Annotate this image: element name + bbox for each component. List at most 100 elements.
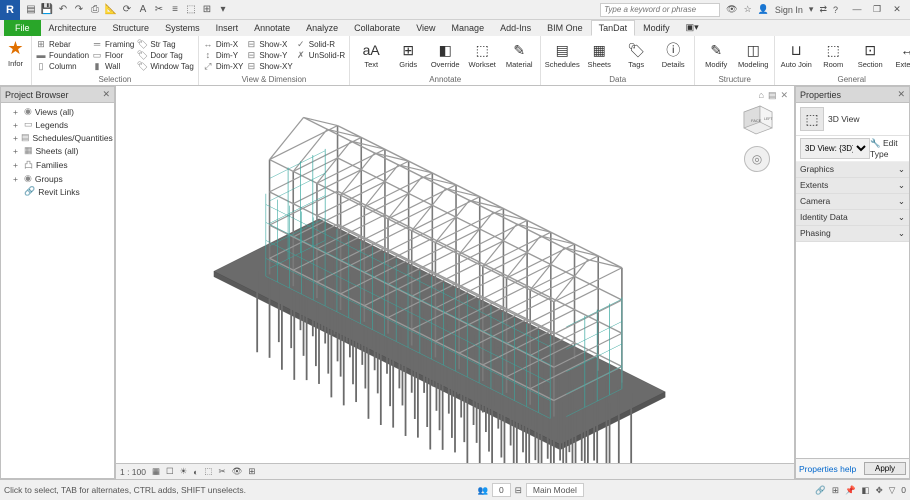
signin-label[interactable]: Sign In — [775, 5, 803, 15]
tab-tandat[interactable]: TanDat — [591, 20, 636, 36]
tab-analyze[interactable]: Analyze — [298, 20, 346, 36]
model-selector[interactable]: Main Model — [526, 483, 584, 497]
schedules-button[interactable]: ▤Schedules — [545, 38, 579, 69]
star-icon[interactable]: ☆ — [744, 4, 752, 15]
scale-label[interactable]: 1 : 100 — [120, 467, 146, 477]
reveal-icon[interactable]: ⊞ — [248, 466, 255, 477]
column-button[interactable]: ▯Column — [36, 61, 89, 71]
qat-3d-icon[interactable]: A — [136, 3, 150, 17]
strtag-button[interactable]: 🏷Str Tag — [137, 39, 193, 49]
qat-save-icon[interactable]: 💾 — [40, 3, 54, 17]
tab-manage[interactable]: Manage — [444, 20, 493, 36]
qat-print-icon[interactable]: ⎙ — [88, 3, 102, 17]
tree-node[interactable]: +凸Families — [3, 157, 112, 172]
viewport-3d[interactable]: ⌂ ▤ ✕ FACE LEFT ◎ 1 : 100 ▦ ☐ ☀ ◐ ⬚ ✂ 👁 … — [115, 86, 795, 479]
expand-icon[interactable]: ⌄ — [898, 180, 905, 191]
drag-icon[interactable]: ✥ — [876, 485, 883, 496]
extend-button[interactable]: ↔Extend — [890, 38, 910, 69]
wall-button[interactable]: ▮Wall — [92, 61, 134, 71]
tab-insert[interactable]: Insert — [208, 20, 247, 36]
prop-category[interactable]: Phasing⌄ — [796, 226, 909, 242]
editable-icon[interactable]: ⊟ — [515, 485, 522, 496]
dimy-button[interactable]: ↕Dim-Y — [203, 50, 244, 60]
select-pinned-icon[interactable]: 📌 — [845, 485, 856, 496]
tree-node[interactable]: +▭Legends — [3, 118, 112, 131]
doortag-button[interactable]: 🏷Door Tag — [137, 50, 193, 60]
tab-view[interactable]: View — [408, 20, 443, 36]
expand-icon[interactable]: + — [13, 120, 21, 130]
details-button[interactable]: ⓘDetails — [656, 38, 690, 69]
sun-icon[interactable]: ☀ — [180, 466, 188, 477]
text-button[interactable]: aAText — [354, 38, 388, 69]
expand-icon[interactable]: + — [13, 146, 21, 156]
windowtag-button[interactable]: 🏷Window Tag — [137, 61, 193, 71]
prop-category[interactable]: Camera⌄ — [796, 194, 909, 210]
expand-icon[interactable]: + — [13, 133, 18, 143]
material-button[interactable]: ✎Material — [502, 38, 536, 69]
qat-measure-icon[interactable]: 📐 — [104, 3, 118, 17]
worksets-icon[interactable]: 👥 — [477, 485, 488, 496]
qat-close-icon[interactable]: ⬚ — [184, 3, 198, 17]
unsolidr-button[interactable]: ✗UnSolid-R — [296, 50, 345, 60]
qat-redo-icon[interactable]: ↷ — [72, 3, 86, 17]
auto join-button[interactable]: ⊔Auto Join — [779, 38, 813, 69]
expand-icon[interactable]: ⌄ — [898, 212, 905, 223]
sheets-button[interactable]: ▦Sheets — [582, 38, 616, 69]
qat-sync-icon[interactable]: ⟳ — [120, 3, 134, 17]
close-icon[interactable]: ✕ — [897, 89, 905, 100]
tab-architecture[interactable]: Architecture — [41, 20, 105, 36]
select-underlay-icon[interactable]: ⊞ — [832, 485, 839, 496]
foundation-button[interactable]: ▬Foundation — [36, 50, 89, 60]
expand-icon[interactable]: + — [13, 174, 21, 184]
help-icon[interactable]: ? — [833, 5, 838, 15]
floor-button[interactable]: ▭Floor — [92, 50, 134, 60]
expand-icon[interactable]: ⌄ — [898, 228, 905, 239]
view-close-icon[interactable]: ✕ — [780, 90, 788, 101]
search-input[interactable] — [600, 3, 720, 17]
filter-icon[interactable]: ▽ — [889, 485, 896, 496]
rebar-button[interactable]: ⊞Rebar — [36, 39, 89, 49]
qat-thin-icon[interactable]: ≡ — [168, 3, 182, 17]
dimx-button[interactable]: ↔Dim-X — [203, 39, 244, 49]
project-browser-header[interactable]: Project Browser ✕ — [1, 87, 114, 103]
edit-type-button[interactable]: 🔧 Edit Type — [870, 138, 905, 159]
tree-node[interactable]: +▦Sheets (all) — [3, 144, 112, 157]
qat-section-icon[interactable]: ✂ — [152, 3, 166, 17]
signin-icon[interactable]: 👤 — [758, 4, 769, 15]
viewcube[interactable]: FACE LEFT — [736, 98, 776, 138]
tags-button[interactable]: 🏷Tags — [619, 38, 653, 69]
tab-systems[interactable]: Systems — [157, 20, 208, 36]
prop-category[interactable]: Identity Data⌄ — [796, 210, 909, 226]
properties-help-link[interactable]: Properties help — [799, 464, 856, 474]
dimxy-button[interactable]: ⤢Dim-XY — [203, 61, 244, 71]
hide-icon[interactable]: 👁 — [232, 466, 243, 477]
qat-undo-icon[interactable]: ↶ — [56, 3, 70, 17]
room-button[interactable]: ⬚Room — [816, 38, 850, 69]
tab-file[interactable]: File — [4, 20, 41, 36]
tree-node[interactable]: 🔗Revit Links — [3, 185, 112, 198]
properties-header[interactable]: Properties ✕ — [796, 87, 909, 103]
tab-bimone[interactable]: BIM One — [539, 20, 591, 36]
signin-drop-icon[interactable]: ▾ — [809, 4, 814, 15]
qat-open-icon[interactable]: ▤ — [24, 3, 38, 17]
showx-button[interactable]: ⊟Show-X — [246, 39, 292, 49]
showy-button[interactable]: ⊟Show-Y — [246, 50, 292, 60]
subscription-icon[interactable]: 👁 — [726, 4, 737, 15]
shadow-icon[interactable]: ◐ — [193, 467, 198, 477]
showxy-button[interactable]: ⊟Show-XY — [246, 61, 292, 71]
solidr-button[interactable]: ✓Solid-R — [296, 39, 345, 49]
type-selector[interactable]: ⬚ 3D View — [796, 103, 909, 136]
select-face-icon[interactable]: ◧ — [862, 485, 870, 496]
prop-category[interactable]: Graphics⌄ — [796, 162, 909, 178]
exchange-icon[interactable]: ⇄ — [819, 4, 827, 15]
expand-icon[interactable]: + — [13, 107, 21, 117]
section-button[interactable]: ⊡Section — [853, 38, 887, 69]
close-icon[interactable]: ✕ — [102, 89, 110, 100]
tab-annotate[interactable]: Annotate — [246, 20, 298, 36]
tree-node[interactable]: +◉Views (all) — [3, 105, 112, 118]
instance-selector[interactable]: 3D View: {3D} — [800, 138, 870, 159]
detail-icon[interactable]: ▦ — [152, 466, 160, 477]
expand-icon[interactable]: + — [13, 160, 21, 170]
tab-collaborate[interactable]: Collaborate — [346, 20, 408, 36]
steering-wheel[interactable]: ◎ — [744, 146, 770, 172]
